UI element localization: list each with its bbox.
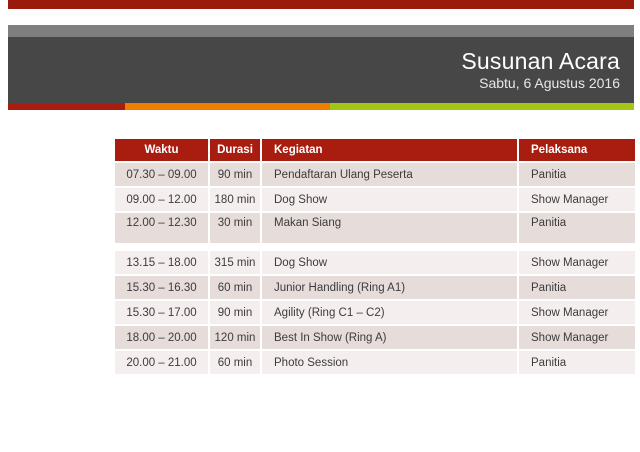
top-accent-bar xyxy=(8,0,634,9)
table-body: 07.30 – 09.00 90 min Pendaftaran Ulang P… xyxy=(115,163,635,374)
header-cap-bar xyxy=(8,25,634,37)
cell-kegiatan: Agility (Ring C1 – C2) xyxy=(262,301,517,324)
cell-waktu: 15.30 – 17.00 xyxy=(115,301,208,324)
cell-durasi: 30 min xyxy=(210,213,260,243)
cell-durasi: 180 min xyxy=(210,188,260,211)
table-row: 15.30 – 16.30 60 min Junior Handling (Ri… xyxy=(115,276,635,299)
cell-kegiatan: Junior Handling (Ring A1) xyxy=(262,276,517,299)
title-band: Susunan Acara Sabtu, 6 Agustus 2016 xyxy=(8,37,634,103)
cell-pelaksana: Panitia xyxy=(519,351,635,374)
cell-pelaksana: Show Manager xyxy=(519,188,635,211)
table-row: 07.30 – 09.00 90 min Pendaftaran Ulang P… xyxy=(115,163,635,186)
cell-durasi: 120 min xyxy=(210,326,260,349)
cell-waktu: 12.00 – 12.30 xyxy=(115,213,208,243)
cell-durasi: 315 min xyxy=(210,251,260,274)
cell-pelaksana: Panitia xyxy=(519,276,635,299)
cell-pelaksana: Panitia xyxy=(519,213,635,243)
accent-stripes xyxy=(8,103,634,110)
cell-durasi: 90 min xyxy=(210,301,260,324)
cell-waktu: 07.30 – 09.00 xyxy=(115,163,208,186)
cell-durasi: 60 min xyxy=(210,351,260,374)
cell-kegiatan: Makan Siang xyxy=(262,213,517,243)
cell-kegiatan: Pendaftaran Ulang Peserta xyxy=(262,163,517,186)
cell-kegiatan: Best In Show (Ring A) xyxy=(262,326,517,349)
cell-pelaksana: Show Manager xyxy=(519,326,635,349)
table-row: 20.00 – 21.00 60 min Photo Session Panit… xyxy=(115,351,635,374)
cell-pelaksana: Show Manager xyxy=(519,301,635,324)
accent-stripe-green xyxy=(330,103,634,110)
cell-waktu: 20.00 – 21.00 xyxy=(115,351,208,374)
header-cell-durasi: Durasi xyxy=(210,139,260,161)
cell-pelaksana: Panitia xyxy=(519,163,635,186)
cell-waktu: 15.30 – 16.30 xyxy=(115,276,208,299)
cell-durasi: 90 min xyxy=(210,163,260,186)
table-row: 13.15 – 18.00 315 min Dog Show Show Mana… xyxy=(115,251,635,274)
table-row: 15.30 – 17.00 90 min Agility (Ring C1 – … xyxy=(115,301,635,324)
accent-stripe-red xyxy=(8,103,125,110)
header-cell-pelaksana: Pelaksana xyxy=(519,139,635,161)
cell-waktu: 09.00 – 12.00 xyxy=(115,188,208,211)
cell-kegiatan: Dog Show xyxy=(262,251,517,274)
header-cell-kegiatan: Kegiatan xyxy=(262,139,517,161)
cell-kegiatan: Dog Show xyxy=(262,188,517,211)
slide-title: Susunan Acara xyxy=(461,47,620,74)
cell-pelaksana: Show Manager xyxy=(519,251,635,274)
table-row: 18.00 – 20.00 120 min Best In Show (Ring… xyxy=(115,326,635,349)
cell-waktu: 18.00 – 20.00 xyxy=(115,326,208,349)
cell-waktu: 13.15 – 18.00 xyxy=(115,251,208,274)
accent-stripe-orange xyxy=(125,103,330,110)
table-row: 12.00 – 12.30 30 min Makan Siang Panitia xyxy=(115,213,635,243)
table-row: 09.00 – 12.00 180 min Dog Show Show Mana… xyxy=(115,188,635,211)
cell-kegiatan: Photo Session xyxy=(262,351,517,374)
cell-durasi: 60 min xyxy=(210,276,260,299)
header-cell-waktu: Waktu xyxy=(115,139,208,161)
table-header-row: Waktu Durasi Kegiatan Pelaksana xyxy=(115,139,635,161)
slide-subtitle: Sabtu, 6 Agustus 2016 xyxy=(479,74,620,91)
schedule-table: Waktu Durasi Kegiatan Pelaksana 07.30 – … xyxy=(115,139,635,374)
